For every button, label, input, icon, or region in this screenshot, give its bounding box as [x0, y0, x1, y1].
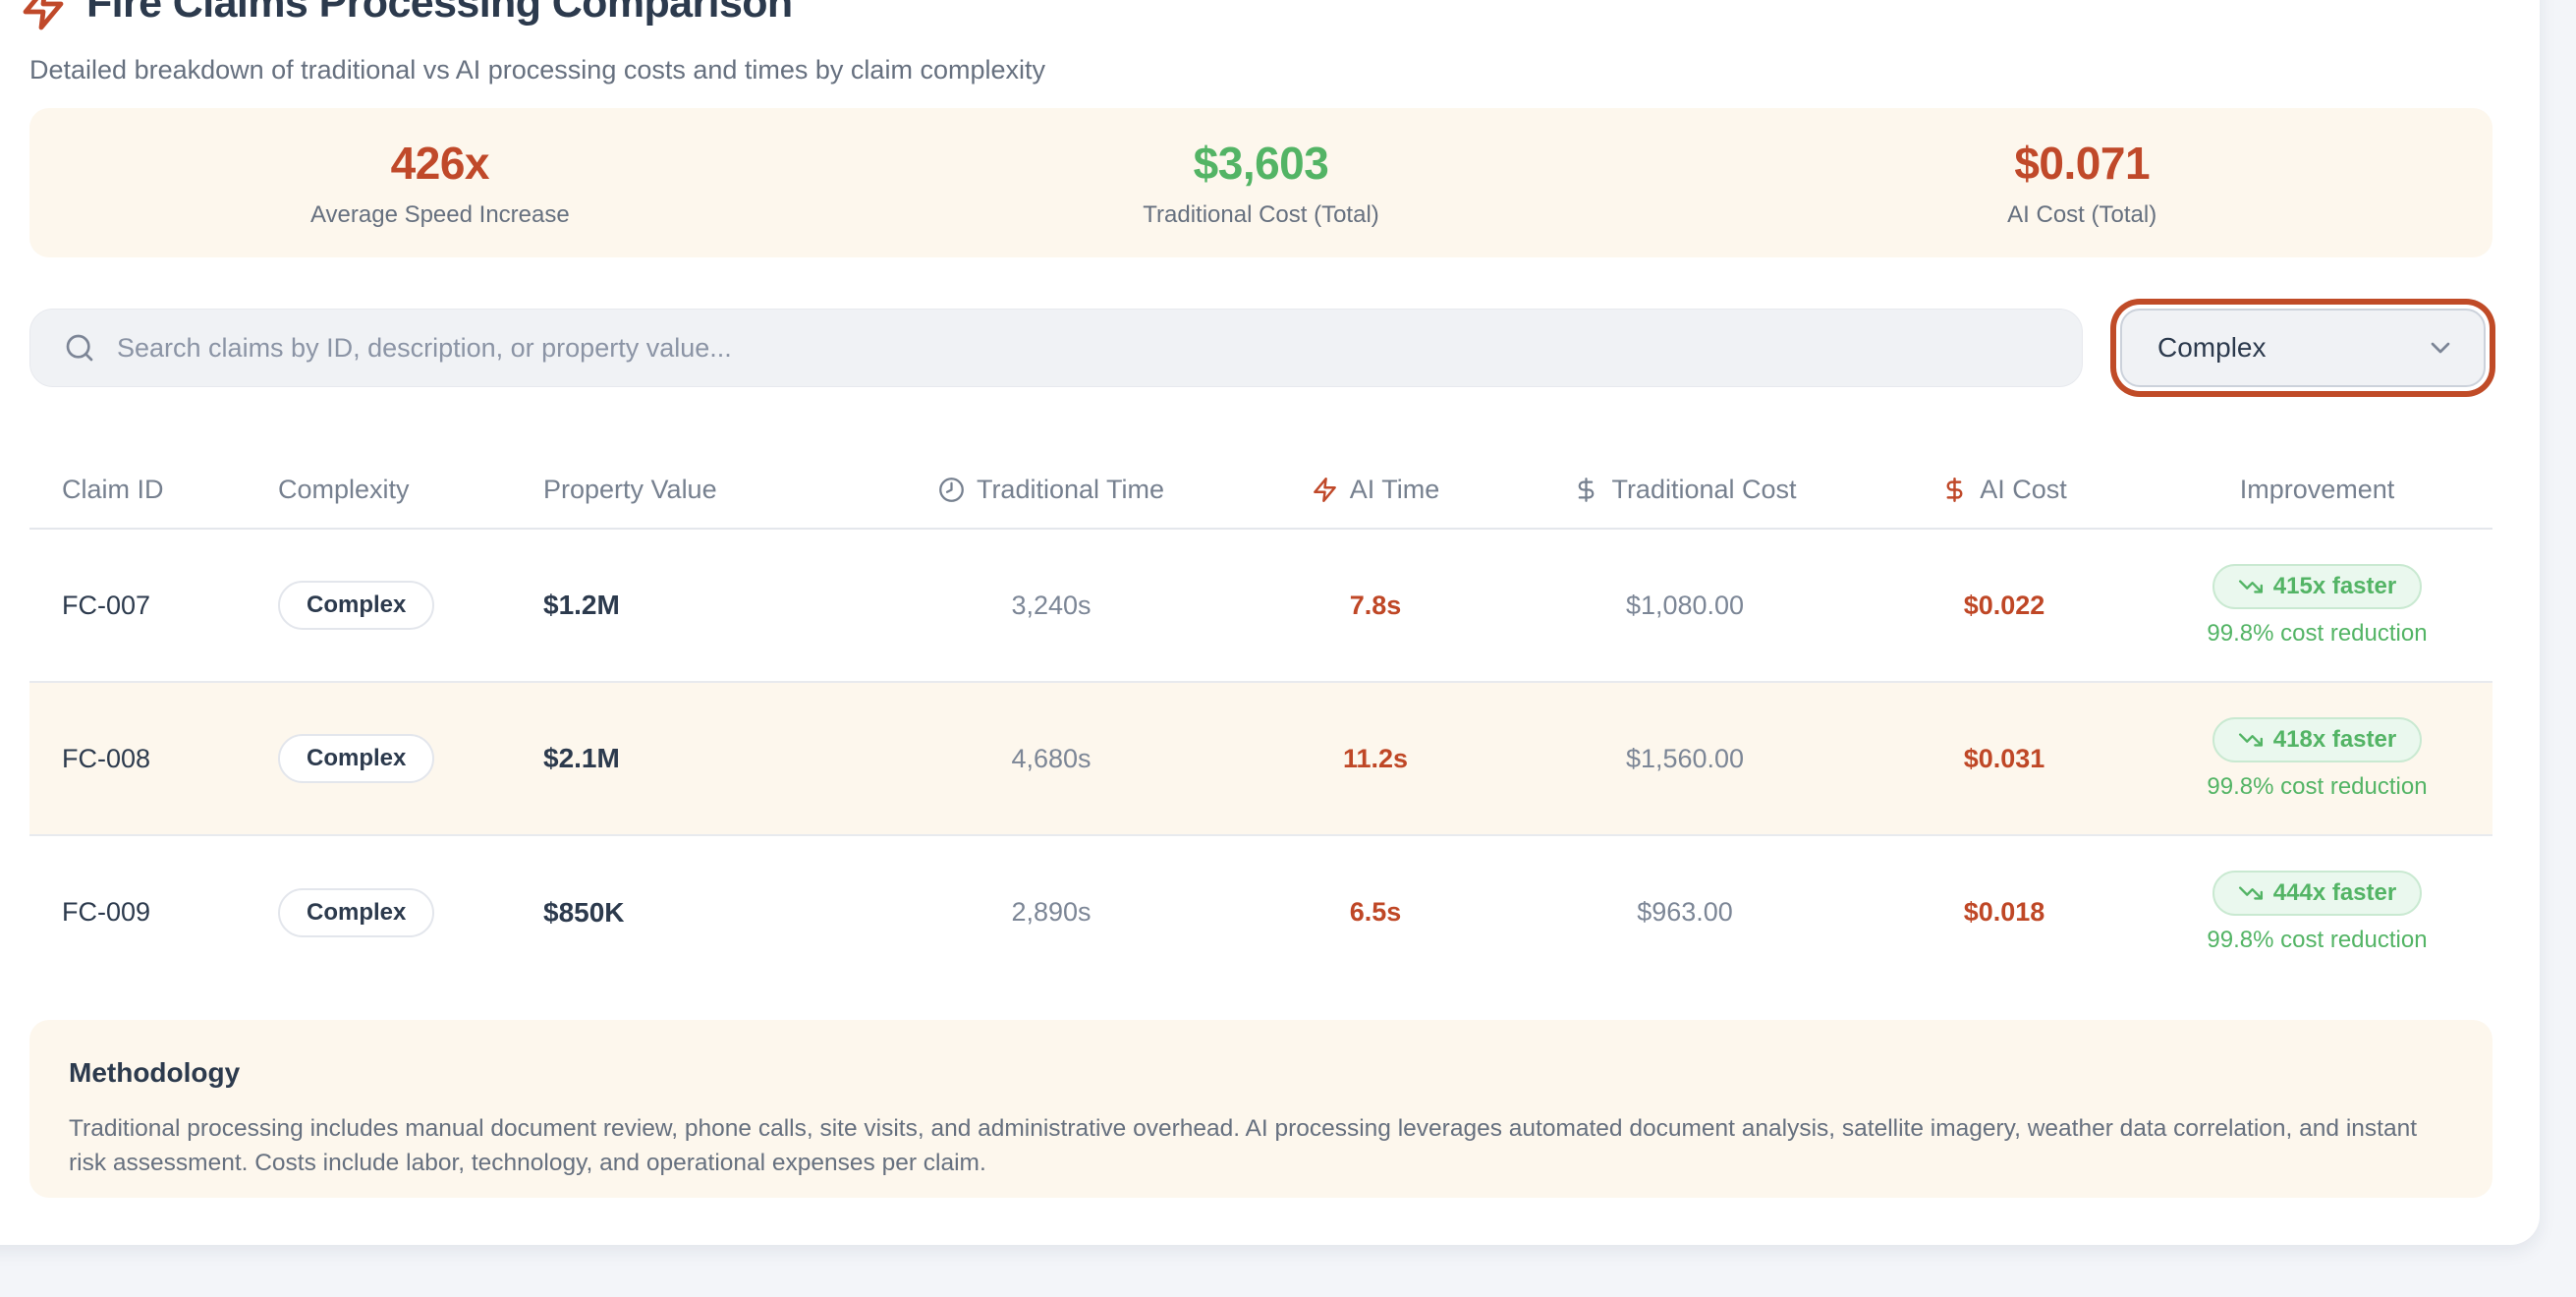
traditional-time-cell: 3,240s [1011, 590, 1092, 620]
ai-cost-cell: $0.022 [1963, 590, 2045, 620]
property-value-cell: $1.2M [543, 590, 620, 620]
cost-reduction-text: 99.8% cost reduction [2207, 927, 2428, 953]
speed-badge-label: 418x faster [2272, 725, 2397, 753]
methodology-title: Methodology [69, 1057, 241, 1088]
ai-cost-cell: $0.018 [1963, 897, 2045, 927]
traditional-cost-cell: $1,080.00 [1625, 590, 1745, 620]
dollar-icon [1579, 478, 1595, 502]
filter-selected-value: Complex [2157, 332, 2267, 363]
improvement-cell: 415x faster 99.8% cost reduction [2142, 563, 2492, 648]
table-header-row: Claim ID Complexity Property Value Tradi… [29, 452, 2492, 530]
methodology-section: Methodology Traditional processing inclu… [29, 1020, 2492, 1198]
stat-traditional-cost-total: $3,603 Traditional Cost (Total) [851, 137, 1672, 229]
speed-badge: 415x faster [2212, 563, 2423, 609]
traditional-time-cell: 2,890s [1011, 897, 1092, 927]
page-subtitle: Detailed breakdown of traditional vs AI … [29, 55, 1045, 85]
table-row: FC-008 Complex $2.1M 4,680s 11.2s $1,560… [29, 682, 2492, 836]
traditional-time-cell: 4,680s [1011, 743, 1092, 773]
stats-bar: 426x Average Speed Increase $3,603 Tradi… [29, 108, 2492, 257]
col-header-improvement: Improvement [2142, 452, 2492, 530]
col-header-label: Traditional Cost [1611, 475, 1797, 504]
search-input[interactable] [95, 309, 2058, 387]
cost-reduction-text: 99.8% cost reduction [2207, 772, 2428, 800]
clock-icon [939, 478, 964, 502]
ai-time-cell: 6.5s [1349, 897, 1402, 927]
col-header-traditional-cost: Traditional Cost [1503, 452, 1867, 530]
stat-value: 426x [390, 138, 490, 189]
zap-icon [23, 0, 64, 30]
improvement-cell: 444x faster 99.8% cost reduction [2142, 871, 2492, 954]
col-header-label: Complexity [278, 475, 410, 504]
complexity-badge: Complex [278, 581, 435, 630]
claim-id-cell: FC-007 [62, 590, 151, 620]
complexity-badge: Complex [278, 887, 435, 937]
col-header-ai-time: AI Time [1248, 452, 1503, 530]
page-title: Fire Claims Processing Comparison [86, 0, 793, 27]
stat-label: Average Speed Increase [309, 201, 570, 228]
stat-value: $3,603 [1193, 138, 1329, 189]
col-header-claim-id: Claim ID [29, 452, 246, 530]
methodology-body: Traditional processing includes manual d… [69, 1115, 2418, 1176]
trending-down-icon [2238, 886, 2263, 900]
claim-id-cell: FC-008 [62, 743, 151, 773]
col-header-label: Claim ID [62, 475, 164, 504]
property-value-cell: $2.1M [543, 743, 620, 773]
complexity-filter-select[interactable]: Complex [2120, 309, 2486, 387]
improvement-cell: 418x faster 99.8% cost reduction [2142, 716, 2492, 801]
stat-speed-increase: 426x Average Speed Increase [29, 137, 851, 229]
dollar-icon [1946, 478, 1963, 502]
trending-down-icon [2238, 579, 2263, 593]
col-header-label: Improvement [2239, 475, 2395, 504]
ai-cost-cell: $0.031 [1963, 743, 2045, 773]
col-header-traditional-time: Traditional Time [855, 452, 1248, 530]
stat-ai-cost-total: $0.071 AI Cost (Total) [1671, 137, 2492, 229]
traditional-cost-cell: $963.00 [1637, 897, 1733, 927]
col-header-label: AI Time [1349, 475, 1440, 504]
stat-label: AI Cost (Total) [2007, 201, 2157, 228]
col-header-complexity: Complexity [246, 452, 511, 530]
ai-time-cell: 11.2s [1342, 743, 1409, 773]
col-header-property-value: Property Value [511, 452, 855, 530]
speed-badge: 418x faster [2212, 716, 2423, 762]
claim-id-cell: FC-009 [62, 897, 151, 927]
cost-reduction-text: 99.8% cost reduction [2207, 619, 2428, 647]
traditional-cost-cell: $1,560.00 [1625, 743, 1745, 773]
stat-label: Traditional Cost (Total) [1143, 201, 1379, 228]
col-header-label: Property Value [543, 475, 717, 504]
property-value-cell: $850K [543, 896, 625, 928]
claims-table: Claim ID Complexity Property Value Tradi… [29, 452, 2492, 988]
col-header-label: Traditional Time [976, 475, 1165, 504]
table-row: FC-009 Complex $850K 2,890s 6.5s $963.00… [29, 835, 2492, 988]
zap-icon [1313, 478, 1336, 502]
stat-value: $0.071 [2014, 138, 2151, 189]
complexity-badge: Complex [278, 734, 435, 783]
col-header-ai-cost: AI Cost [1867, 452, 2142, 530]
speed-badge-label: 415x faster [2272, 572, 2397, 599]
speed-badge: 444x faster [2212, 871, 2423, 916]
chevron-down-icon [2431, 342, 2450, 354]
table-row: FC-007 Complex $1.2M 3,240s 7.8s $1,080.… [29, 529, 2492, 683]
search-icon [66, 334, 93, 362]
page-header: Fire Claims Processing Comparison [20, 0, 793, 31]
search-bar [29, 309, 2083, 387]
col-header-label: AI Cost [1980, 475, 2067, 504]
ai-time-cell: 7.8s [1349, 590, 1402, 620]
trending-down-icon [2238, 732, 2263, 747]
speed-badge-label: 444x faster [2272, 879, 2397, 906]
